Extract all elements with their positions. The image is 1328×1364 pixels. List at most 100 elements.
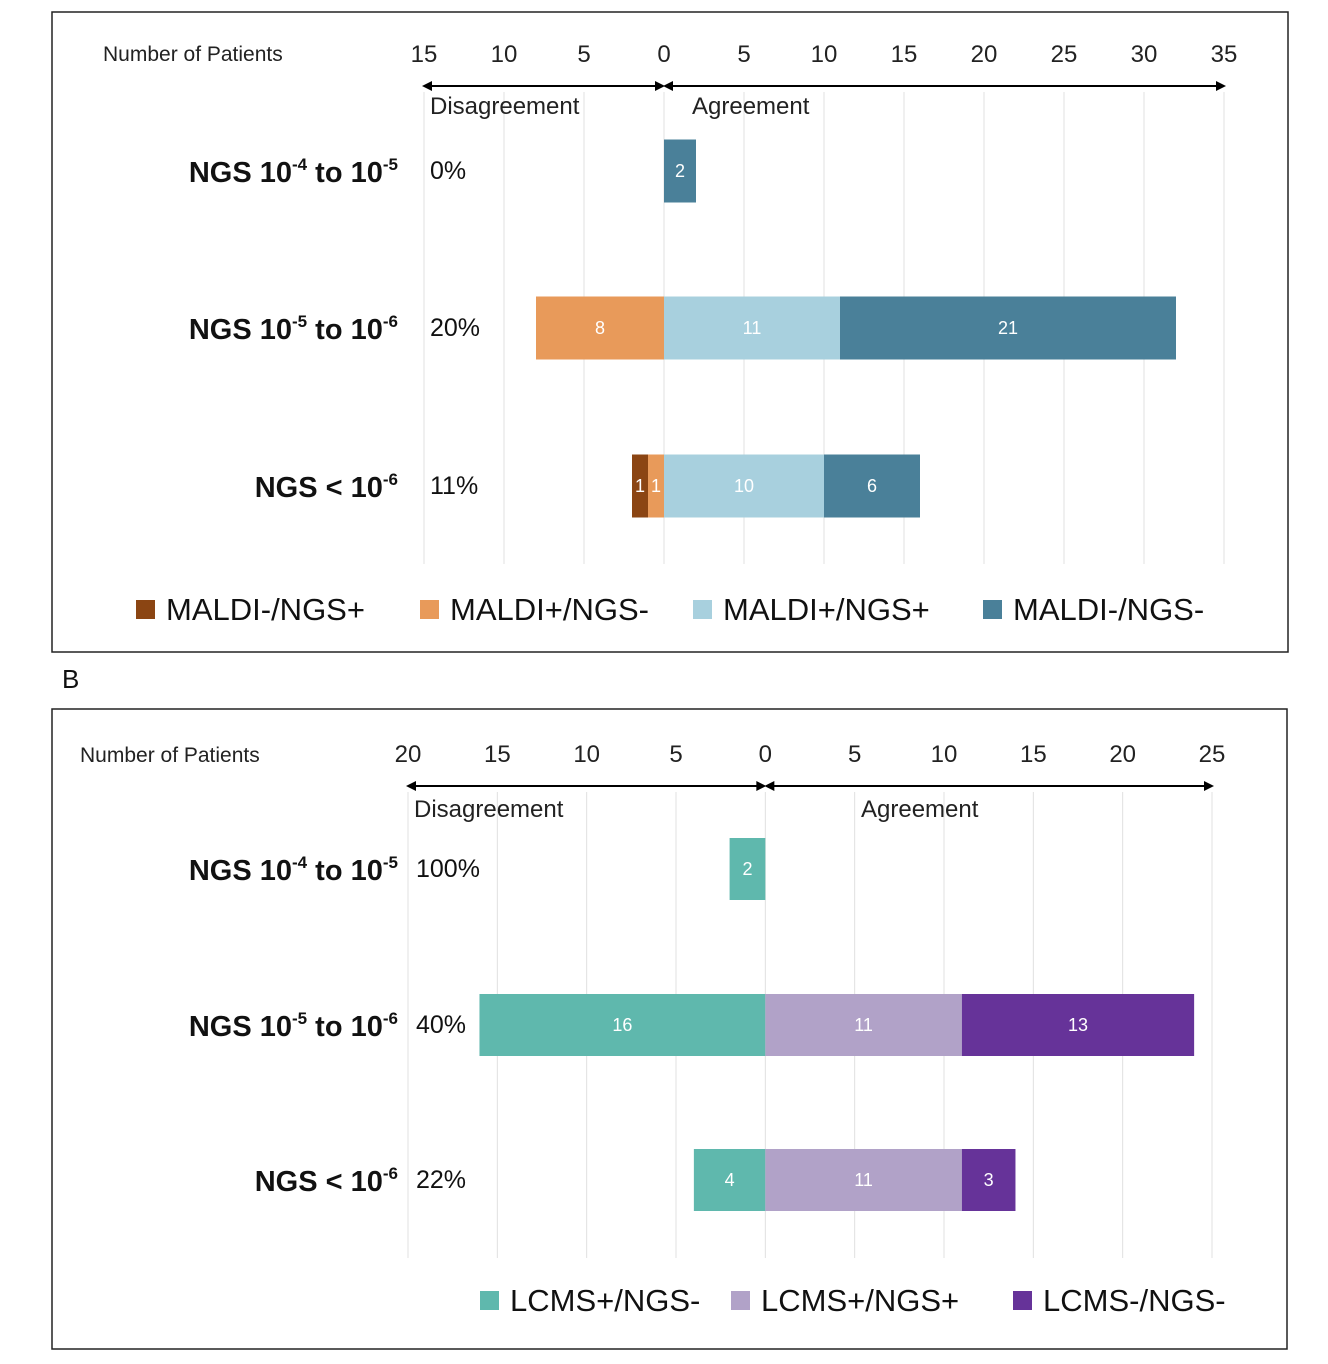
bar-segment (479, 994, 766, 1056)
x-tick-label: 25 (1199, 741, 1226, 768)
label-part: to 10 (307, 855, 383, 887)
disagreement-percent: 40% (416, 1011, 466, 1039)
chart-panel-a: 15 10 5 0 5 10 15 20 25 30 35 Number of Patients Dis… (51, 11, 1289, 653)
arrow-head-right (655, 81, 665, 91)
disagreement-percent: 0% (430, 157, 466, 185)
x-tick-label: 15 (1020, 741, 1047, 768)
x-tick-label: 15 (411, 41, 438, 68)
row-label: NGS 10-5 to 10-6 (189, 1009, 398, 1043)
bar-segment (961, 1149, 1016, 1211)
x-tick-label: 5 (737, 41, 750, 68)
agreement-label: Agreement (692, 93, 810, 120)
bar-value-label: 1 (651, 476, 661, 496)
agreement-arrow (764, 781, 1214, 791)
label-part: NGS 10 (189, 1011, 292, 1043)
legend-label: MALDI+/NGS+ (723, 592, 930, 627)
label-part: NGS < 10 (255, 1166, 383, 1198)
bar-value-label: 11 (854, 1170, 873, 1190)
arrow-head-left (406, 781, 416, 791)
legend-swatch (693, 600, 712, 619)
disagreement-percent: 22% (416, 1166, 466, 1194)
bar-value-label: 8 (595, 318, 605, 338)
legend-item: LCMS+/NGS- (480, 1283, 700, 1318)
bar-segment (664, 296, 840, 360)
disagreement-label: Disagreement (414, 796, 564, 823)
agreement-arrow (663, 81, 1226, 91)
label-part: to 10 (307, 1011, 383, 1043)
disagreement-arrow (422, 81, 665, 91)
bar-segment (765, 994, 962, 1056)
x-tick-label: 5 (848, 741, 861, 768)
legend-label: LCMS+/NGS+ (761, 1283, 959, 1318)
x-tick-label: 10 (573, 741, 600, 768)
bar-segment (765, 1149, 962, 1211)
x-tick-label: 10 (491, 41, 518, 68)
legend-swatch (420, 600, 439, 619)
bar-segment (536, 296, 664, 360)
x-tick-label: 5 (577, 41, 590, 68)
legend-label: LCMS-/NGS- (1043, 1283, 1226, 1318)
legend-label: LCMS+/NGS- (510, 1283, 700, 1318)
superscript: -4 (292, 155, 308, 174)
arrow-head-left (663, 81, 673, 91)
legend-item: MALDI-/NGS+ (136, 592, 365, 627)
legend-swatch (731, 1291, 750, 1310)
bar-segment (648, 454, 664, 518)
legend-label: MALDI-/NGS- (1013, 592, 1204, 627)
x-tick-label: 20 (1109, 741, 1136, 768)
disagreement-percent: 11% (430, 472, 478, 500)
bar-segment (664, 454, 824, 518)
arrow-head-left (764, 781, 775, 791)
label-part: NGS 10 (189, 157, 292, 189)
bar-segment (632, 454, 648, 518)
label-part: to 10 (307, 157, 383, 189)
x-tick-label: 15 (484, 741, 511, 768)
x-tick-label: 35 (1211, 41, 1238, 68)
bar-value-label: 10 (734, 476, 754, 496)
x-axis-title: Number of Patients (103, 43, 283, 66)
bar-value-label: 1 (635, 476, 645, 496)
superscript: -5 (383, 155, 398, 174)
row-label: NGS 10-4 to 10-5 (189, 853, 398, 887)
legend-item: LCMS+/NGS+ (731, 1283, 959, 1318)
bar-value-label: 16 (612, 1015, 632, 1035)
chart-panel-b: 20 15 10 5 0 5 10 15 20 25 Number of Patients Disag… (51, 708, 1288, 1350)
bar-segment (729, 838, 766, 900)
bar-segment (824, 454, 920, 518)
x-tick-label: 30 (1131, 41, 1158, 68)
label-part: NGS < 10 (255, 472, 383, 504)
arrow-head-right (756, 781, 767, 791)
legend-swatch (1013, 1291, 1032, 1310)
legend-item: MALDI+/NGS+ (693, 592, 930, 627)
panel-b-letter: B (62, 664, 80, 694)
disagreement-arrow (406, 781, 767, 791)
legend-item: MALDI-/NGS- (983, 592, 1204, 627)
disagreement-percent: 100% (416, 855, 480, 883)
superscript: -6 (383, 312, 398, 331)
arrow-head-left (422, 81, 432, 91)
x-tick-label: 5 (669, 741, 682, 768)
x-tick-label: 0 (759, 741, 772, 768)
bar-segment (664, 139, 696, 203)
bar-value-label: 6 (867, 476, 877, 496)
superscript: -6 (383, 1009, 398, 1028)
bar-value-label: 13 (1068, 1015, 1088, 1035)
superscript: -5 (383, 853, 398, 872)
x-tick-label: 20 (395, 741, 422, 768)
label-part: NGS 10 (189, 314, 292, 346)
legend-label: MALDI+/NGS- (450, 592, 649, 627)
row-label: NGS 10-5 to 10-6 (189, 312, 398, 346)
x-tick-label: 20 (971, 41, 998, 68)
legend: LCMS+/NGS- LCMS+/NGS+ LCMS-/NGS- (480, 1283, 1226, 1318)
superscript: -6 (383, 470, 398, 489)
label-part: to 10 (307, 314, 383, 346)
disagreement-percent: 20% (430, 314, 480, 342)
bar-value-label: 21 (998, 318, 1018, 338)
bar-segment (840, 296, 1176, 360)
x-tick-label: 15 (891, 41, 918, 68)
x-axis-title: Number of Patients (80, 744, 260, 767)
bar-value-label: 2 (742, 859, 752, 879)
legend-swatch (983, 600, 1002, 619)
x-tick-label: 10 (811, 41, 838, 68)
disagreement-label: Disagreement (430, 93, 580, 120)
